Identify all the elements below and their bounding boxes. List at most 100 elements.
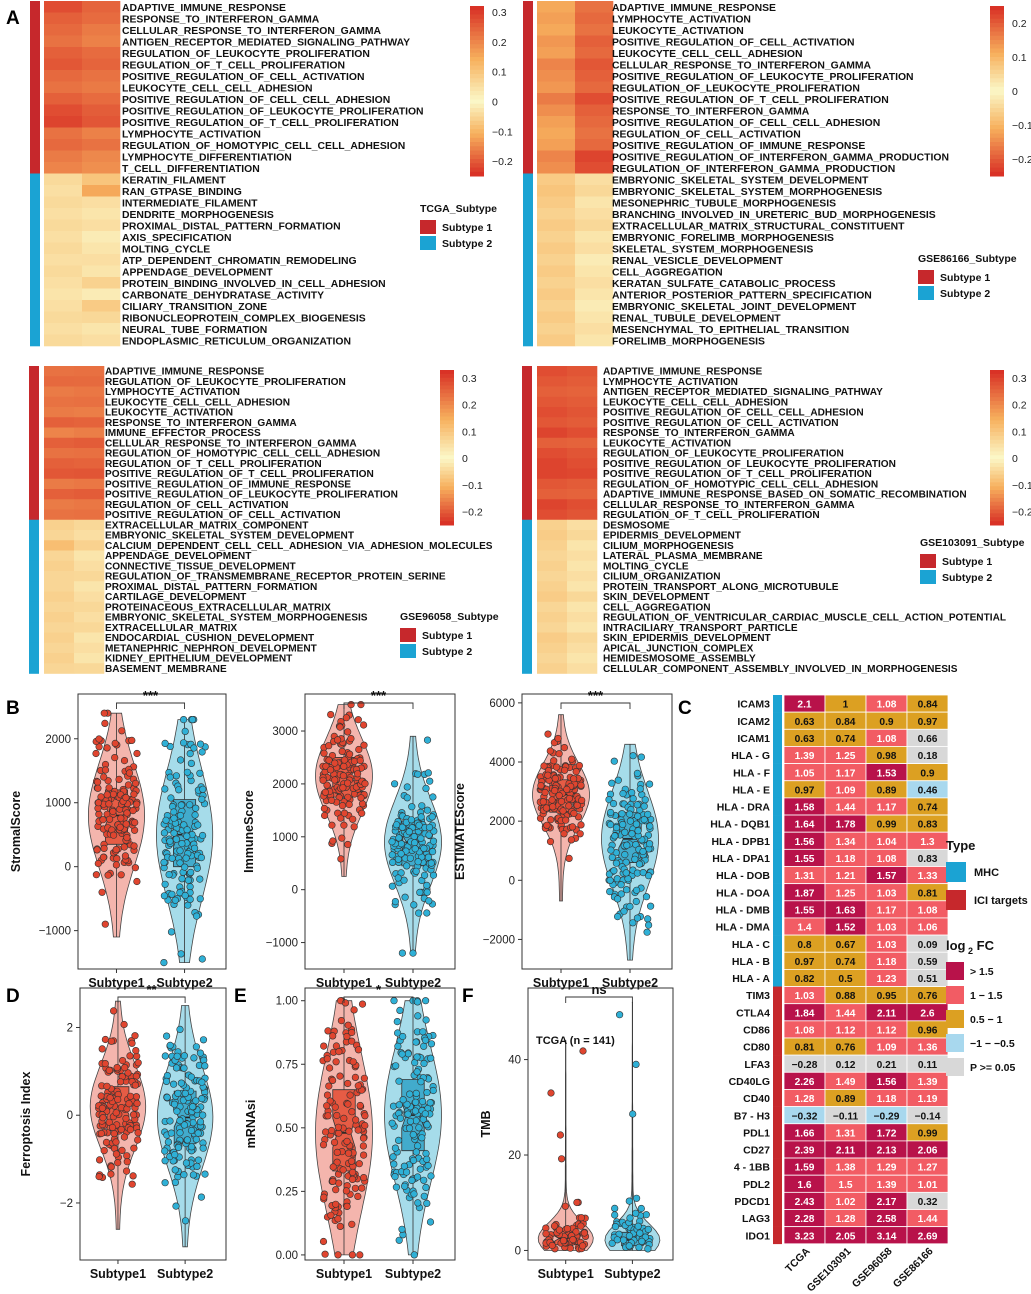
data-point: [170, 814, 178, 822]
heatmap-cell: [44, 376, 75, 387]
colorbar-step: [470, 52, 484, 58]
data-point: [348, 1028, 356, 1037]
heatmap-cell: [537, 127, 576, 140]
colorbar-step: [470, 159, 484, 164]
fc-value: 0.89: [877, 785, 897, 796]
legend-label: Subtype 2: [442, 238, 492, 250]
data-point: [93, 846, 101, 854]
colorbar-step: [440, 377, 454, 383]
heatmap-cell: [44, 139, 83, 151]
heatmap-cell: [44, 47, 83, 59]
y-tick-label: 4000: [489, 757, 515, 769]
data-point: [541, 788, 549, 797]
data-point: [321, 1250, 329, 1258]
legend-label: Subtype 1: [422, 630, 472, 642]
colorbar-step: [470, 40, 484, 45]
data-point: [334, 736, 342, 744]
data-point: [180, 1171, 188, 1179]
group-strip-cell: [523, 242, 533, 255]
colorbar-tick-label: 0: [492, 96, 498, 108]
data-point: [161, 739, 169, 748]
heatmap-cell: [537, 185, 576, 197]
heatmap-cell: [82, 242, 121, 255]
colorbar-step: [470, 163, 484, 168]
colorbar-step: [990, 112, 1004, 117]
heatmap-cell: [44, 185, 83, 197]
heatmap-cell: [575, 116, 614, 128]
data-point: [356, 1251, 364, 1259]
data-point: [329, 1032, 337, 1040]
colorbar-step: [470, 69, 484, 75]
fc-value: 1.19: [918, 1094, 938, 1105]
data-point: [197, 853, 205, 862]
data-point: [580, 1229, 589, 1237]
data-point: [343, 1032, 351, 1041]
data-point: [181, 863, 189, 871]
fc-value: 2.28: [795, 1214, 815, 1225]
gene-label: PDCD1: [734, 1196, 770, 1208]
fc-value: 1.29: [877, 1163, 897, 1174]
fc-value: 0.84: [918, 700, 938, 711]
group-strip-cell: [29, 601, 39, 613]
data-point: [426, 1099, 434, 1107]
data-point: [560, 830, 568, 838]
data-point: [414, 770, 422, 778]
type-strip-cell: [773, 1123, 782, 1142]
heatmap-cell: [44, 288, 83, 301]
data-point: [399, 1096, 407, 1104]
data-point: [611, 1204, 619, 1212]
data-point: [101, 1059, 109, 1068]
type-strip-cell: [773, 1055, 782, 1073]
heatmap-cell: [575, 24, 614, 36]
data-point: [183, 1136, 191, 1144]
data-point: [196, 740, 205, 748]
type-strip-cell: [773, 695, 782, 713]
heatmap-cell: [537, 35, 576, 48]
y-tick-label: −1000: [39, 926, 71, 938]
colorbar-tick-label: −0.2: [462, 507, 483, 519]
colorbar-step: [440, 428, 454, 433]
data-point: [355, 745, 363, 754]
heatmap-cell: [44, 581, 75, 592]
gene-label: HLA - E: [732, 784, 770, 796]
y-tick-label: −2000: [483, 934, 515, 946]
heatmap-cell: [44, 560, 75, 572]
heatmap-row-label: ANTIGEN_RECEPTOR_MEDIATED_SIGNALING_PATH…: [122, 37, 410, 48]
group-strip-cell: [29, 519, 39, 531]
heatmap-row-label: T_CELL_DIFFERENTIATION: [122, 164, 260, 175]
colorbar-step: [990, 490, 1004, 495]
heatmap-cell: [44, 622, 75, 633]
data-point: [577, 781, 585, 789]
data-point: [409, 1130, 417, 1139]
gene-label: CTLA4: [736, 1007, 770, 1019]
data-point: [398, 949, 407, 957]
heatmap-cell: [44, 162, 83, 174]
data-point: [98, 1104, 106, 1112]
data-point: [560, 743, 569, 752]
data-point: [196, 1118, 205, 1126]
data-point: [198, 955, 206, 963]
fc-value: 0.74: [918, 803, 938, 814]
data-point: [133, 749, 141, 758]
data-point: [573, 1198, 581, 1207]
colorbar-step: [990, 99, 1004, 105]
fc-value: 2.17: [877, 1197, 897, 1208]
x-tick-label: Subtype1: [90, 1267, 146, 1281]
data-point: [357, 700, 365, 709]
group-strip-cell: [30, 277, 40, 289]
heatmap-cell: [537, 288, 576, 301]
data-point: [607, 846, 615, 854]
colorbar-step: [990, 435, 1004, 441]
data-point: [556, 1131, 565, 1139]
heatmap-cell: [575, 242, 614, 255]
colorbar-step: [440, 373, 454, 379]
colorbar-step: [990, 6, 1004, 11]
colorbar-step: [440, 397, 454, 402]
heatmap-row-label: ATP_DEPENDENT_CHROMATIN_REMODELING: [122, 256, 357, 267]
heatmap-cell: [537, 366, 568, 377]
colorbar-tick-label: 0.1: [1012, 52, 1027, 64]
legend-title: GSE103091_Subtype: [920, 537, 1025, 549]
group-strip-cell: [29, 530, 39, 541]
fc-value: 1.28: [795, 1094, 815, 1105]
fc-value: 0.95: [877, 991, 897, 1002]
